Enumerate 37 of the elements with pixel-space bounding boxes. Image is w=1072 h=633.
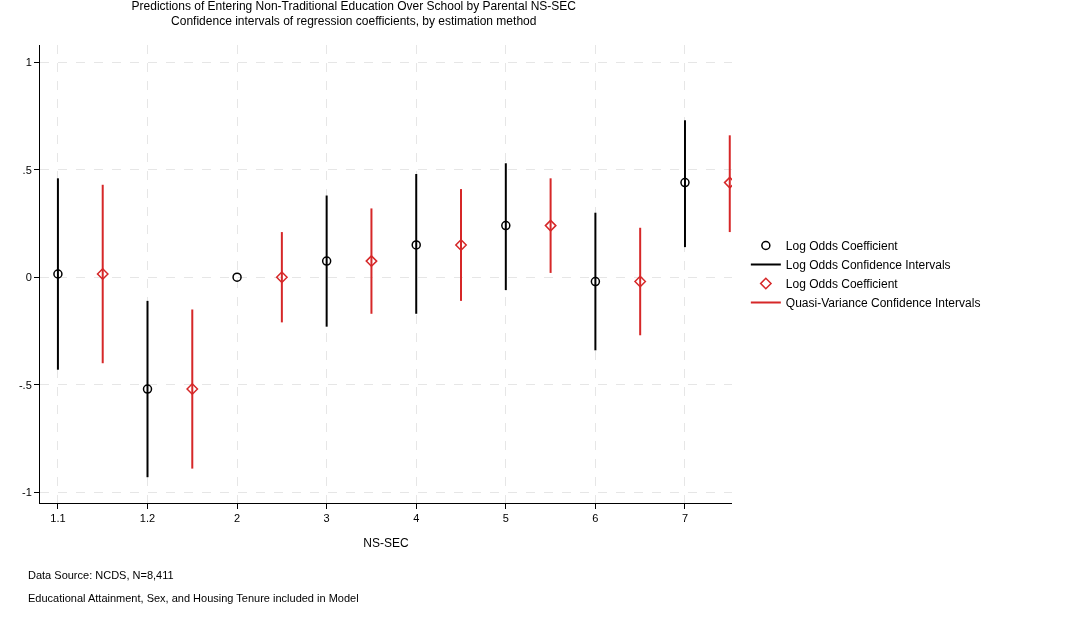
point [634, 275, 647, 288]
x-tick-label: 3 [323, 512, 330, 525]
point [501, 220, 511, 231]
point [365, 255, 378, 268]
y-tick-label: .5 [22, 163, 32, 176]
point [411, 240, 421, 250]
source-note: Data Source: NCDS, N=8,411 [28, 569, 174, 581]
y-tick-label: -1 [22, 486, 32, 499]
x-tick-label: 2 [234, 512, 241, 525]
point [544, 219, 557, 232]
point [275, 271, 288, 284]
x-axis-title: NS-SEC [363, 536, 409, 551]
point [321, 256, 332, 266]
y-tick-label: 1 [25, 56, 32, 69]
x-tick-label: 7 [681, 512, 689, 525]
x-tick-label: 1.2 [139, 512, 156, 525]
x-tick-label: 4 [413, 512, 420, 525]
point [680, 177, 690, 188]
point [455, 239, 467, 251]
point [186, 383, 199, 395]
point [96, 268, 109, 280]
point [53, 269, 63, 279]
legend-label: Quasi-Variance Confidence Intervals [785, 296, 981, 311]
legend-label: Log Odds Coefficient [785, 277, 899, 292]
point [142, 384, 153, 394]
legend-label: Log Odds Coefficient [785, 239, 899, 254]
legend-label: Log Odds Confidence Intervals [785, 258, 951, 273]
x-tick-label: 5 [502, 512, 509, 525]
x-tick-label: 1.1 [50, 512, 66, 525]
text: Educational Attainment, Sex, and Housing Tenure included in Model [28, 592, 359, 604]
chart-subtitle: Confidence intervals of regression coefficients, by estimation method [171, 14, 537, 29]
point [232, 272, 242, 282]
y-tick-label: -.5 [18, 378, 32, 391]
x-tick-label: 6 [592, 512, 599, 525]
y-tick-label: 0 [25, 271, 32, 284]
chart-title: Predictions of Entering Non-Traditional Education Over School by Parental NS-SEC [131, 0, 577, 13]
point [590, 276, 601, 287]
